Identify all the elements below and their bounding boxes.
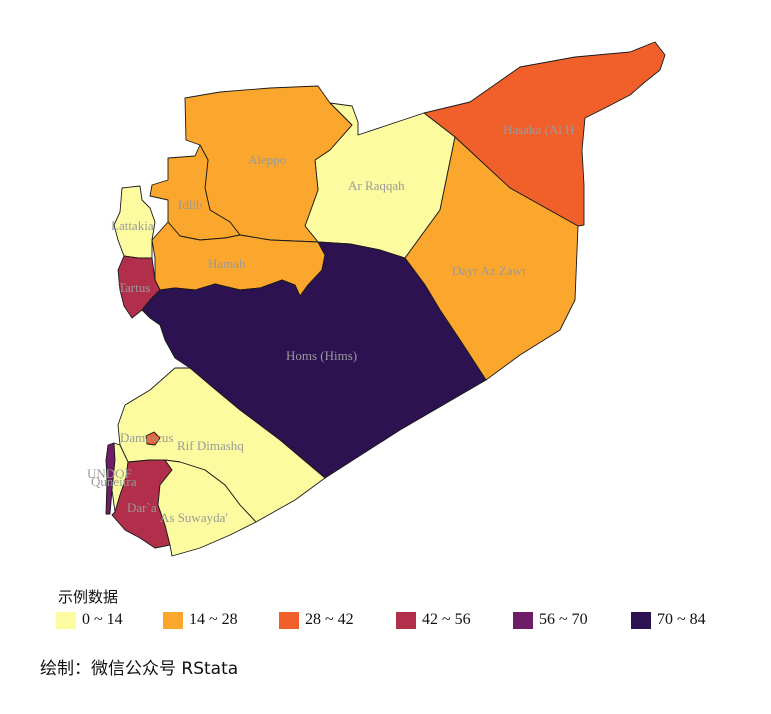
legend-swatch	[631, 611, 651, 629]
label-lattakia: Lattakia	[111, 218, 154, 233]
legend-label: 28 ~ 42	[305, 611, 354, 628]
label-rif-dimashq: Rif Dimashq	[177, 438, 244, 453]
label-idlib: Idlib	[178, 197, 203, 212]
legend-swatch	[513, 611, 533, 629]
legend-swatch	[279, 611, 299, 629]
label-hamah: Hamah	[208, 256, 246, 271]
legend-swatch	[56, 611, 76, 629]
legend-item: 56 ~ 70	[513, 611, 631, 629]
label-dara: Dar`a	[127, 500, 157, 515]
label-as-suwayda: As Suwayda'	[160, 510, 228, 525]
label-damascus: Damascus	[120, 430, 173, 445]
region-as-suwayda	[157, 459, 257, 557]
legend-item: 14 ~ 28	[163, 611, 279, 629]
legend-label: 56 ~ 70	[539, 611, 588, 628]
region-damascus	[145, 431, 161, 446]
legend-item: 28 ~ 42	[279, 611, 396, 629]
legend: 0 ~ 14 14 ~ 28 28 ~ 42 42 ~ 56 56 ~ 70 7…	[56, 611, 731, 629]
legend-swatch	[163, 611, 183, 629]
legend-title: 示例数据	[58, 588, 119, 606]
label-aleppo: Aleppo	[248, 152, 286, 167]
caption: 绘制：微信公众号 RStata	[40, 659, 239, 679]
legend-item: 70 ~ 84	[631, 611, 731, 629]
legend-label: 42 ~ 56	[422, 611, 471, 628]
legend-label: 70 ~ 84	[657, 611, 706, 628]
legend-item: 42 ~ 56	[396, 611, 513, 629]
label-hasaka: Hasaka (Al H	[503, 122, 574, 137]
legend-swatch	[396, 611, 416, 629]
legend-label: 0 ~ 14	[82, 611, 123, 628]
legend-label: 14 ~ 28	[189, 611, 238, 628]
legend-item: 0 ~ 14	[56, 611, 163, 629]
label-tartus: Tartus	[118, 280, 150, 295]
label-homs: Homs (Hims)	[286, 348, 357, 363]
label-dayr-az-zawr: Dayr Az Zawr	[452, 263, 527, 278]
label-ar-raqqah: Ar Raqqah	[348, 178, 405, 193]
label-quneitra: Quneitra	[91, 474, 137, 489]
label-undof: UNDOF	[87, 466, 132, 481]
